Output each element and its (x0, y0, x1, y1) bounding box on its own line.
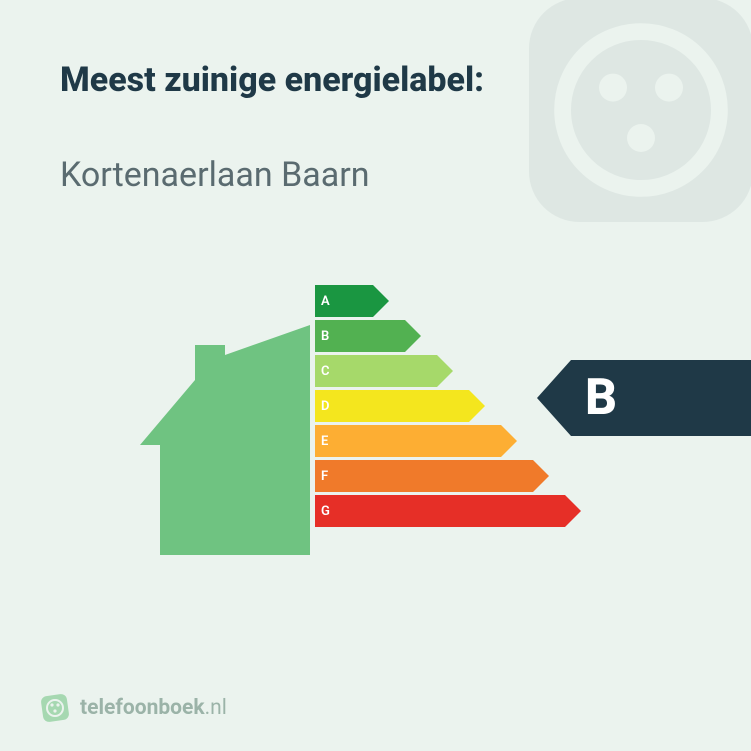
energy-bar-g: G (315, 495, 715, 527)
house-icon (140, 325, 310, 555)
bar-label: D (315, 399, 333, 414)
footer-brand: telefoonboek.nl (40, 693, 227, 723)
brand-name: telefoonboek (80, 696, 205, 720)
bar-label: C (315, 364, 333, 379)
location-text: Kortenaerlaan Baarn (60, 155, 691, 195)
brand-icon (40, 693, 70, 723)
bar-label: F (315, 469, 333, 484)
bar-label: E (315, 434, 333, 449)
page-title: Meest zuinige energielabel: (60, 60, 691, 100)
rating-badge: B (537, 360, 751, 436)
bar-label: B (315, 329, 333, 344)
energy-bar-f: F (315, 460, 715, 492)
energy-bar-b: B (315, 320, 715, 352)
bar-label: G (315, 504, 333, 519)
rating-letter: B (585, 369, 617, 427)
energy-bar-a: A (315, 285, 715, 317)
brand-tld: .nl (205, 696, 227, 720)
bar-label: A (315, 294, 333, 309)
